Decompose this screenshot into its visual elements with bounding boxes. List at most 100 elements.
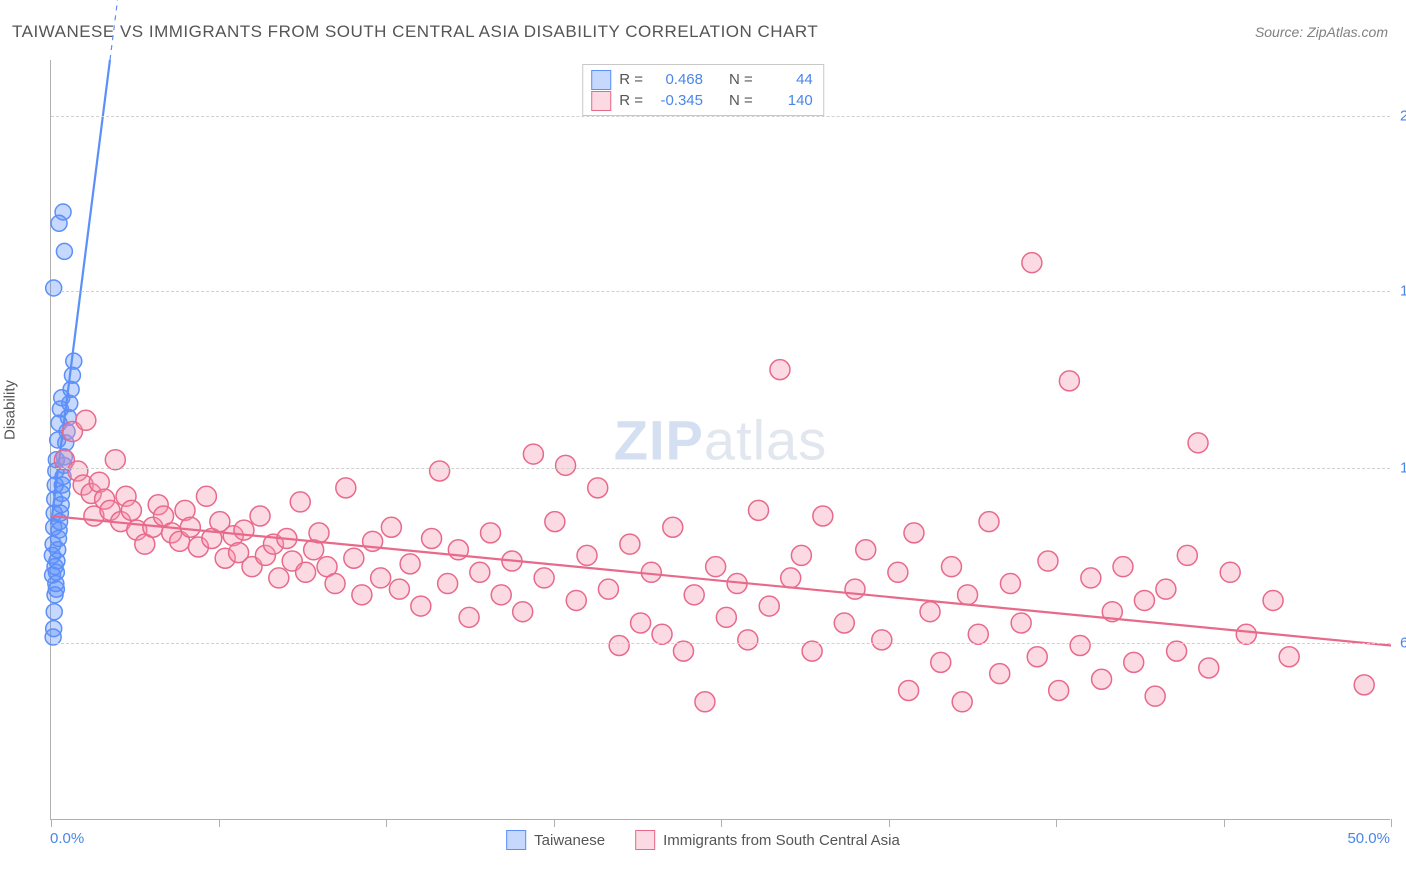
data-point	[577, 545, 597, 565]
data-point	[389, 579, 409, 599]
data-point	[845, 579, 865, 599]
y-tick-label: 25.0%	[1394, 108, 1406, 125]
x-tick	[554, 819, 555, 827]
data-point	[1279, 647, 1299, 667]
data-point	[481, 523, 501, 543]
data-point	[1011, 613, 1031, 633]
data-point	[968, 624, 988, 644]
data-point	[55, 204, 71, 220]
y-tick-label: 6.3%	[1394, 634, 1406, 651]
data-point	[1354, 675, 1374, 695]
data-point	[990, 664, 1010, 684]
data-point	[1027, 647, 1047, 667]
data-point	[1124, 652, 1144, 672]
data-point	[958, 585, 978, 605]
data-point	[952, 692, 972, 712]
x-tick	[721, 819, 722, 827]
data-point	[309, 523, 329, 543]
series-swatch	[635, 830, 655, 850]
bottom-legend: Taiwanese Immigrants from South Central A…	[506, 830, 900, 850]
data-point	[545, 512, 565, 532]
data-point	[663, 517, 683, 537]
data-point	[470, 562, 490, 582]
data-point	[781, 568, 801, 588]
data-point	[716, 607, 736, 627]
data-point	[534, 568, 554, 588]
x-tick	[386, 819, 387, 827]
data-point	[1134, 590, 1154, 610]
data-point	[1145, 686, 1165, 706]
data-point	[556, 455, 576, 475]
data-point	[899, 681, 919, 701]
stat-r-value: -0.345	[651, 90, 703, 111]
data-point	[336, 478, 356, 498]
stat-r-label: R =	[619, 90, 643, 111]
data-point	[609, 635, 629, 655]
series-swatch	[591, 70, 611, 90]
data-point	[459, 607, 479, 627]
data-point	[979, 512, 999, 532]
y-axis-label: Disability	[2, 380, 19, 440]
data-point	[352, 585, 372, 605]
x-axis-min-label: 0.0%	[50, 830, 84, 847]
data-point	[1220, 562, 1240, 582]
data-point	[411, 596, 431, 616]
data-point	[76, 410, 96, 430]
data-point	[344, 548, 364, 568]
data-point	[834, 613, 854, 633]
data-point	[588, 478, 608, 498]
data-point	[430, 461, 450, 481]
legend-label: Immigrants from South Central Asia	[663, 832, 900, 849]
legend-item: Immigrants from South Central Asia	[635, 830, 900, 850]
stat-n-value: 44	[761, 69, 813, 90]
stat-r-value: 0.468	[651, 69, 703, 90]
x-tick	[1224, 819, 1225, 827]
y-tick-label: 12.5%	[1394, 460, 1406, 477]
data-point	[1022, 253, 1042, 273]
data-point	[1236, 624, 1256, 644]
data-point	[46, 604, 62, 620]
data-point	[438, 574, 458, 594]
stats-row: R =-0.345N =140	[591, 90, 813, 111]
data-point	[802, 641, 822, 661]
stat-n-label: N =	[729, 90, 753, 111]
data-point	[66, 353, 82, 369]
legend-label: Taiwanese	[534, 832, 605, 849]
x-tick	[1056, 819, 1057, 827]
stat-r-label: R =	[619, 69, 643, 90]
chart-title: TAIWANESE VS IMMIGRANTS FROM SOUTH CENTR…	[12, 22, 818, 42]
gridline	[51, 468, 1390, 469]
data-point	[1177, 545, 1197, 565]
data-point	[856, 540, 876, 560]
legend-item: Taiwanese	[506, 830, 605, 850]
x-tick	[889, 819, 890, 827]
data-point	[45, 536, 61, 552]
data-point	[1167, 641, 1187, 661]
data-point	[269, 568, 289, 588]
stat-n-label: N =	[729, 69, 753, 90]
data-point	[770, 360, 790, 380]
data-point	[381, 517, 401, 537]
data-point	[1070, 635, 1090, 655]
chart-svg	[51, 60, 1390, 819]
data-point	[523, 444, 543, 464]
data-point	[296, 562, 316, 582]
data-point	[1188, 433, 1208, 453]
data-point	[566, 590, 586, 610]
series-swatch	[591, 91, 611, 111]
data-point	[234, 520, 254, 540]
data-point	[1113, 557, 1133, 577]
x-tick	[1391, 819, 1392, 827]
data-point	[491, 585, 511, 605]
data-point	[620, 534, 640, 554]
data-point	[1038, 551, 1058, 571]
x-tick	[219, 819, 220, 827]
data-point	[1049, 681, 1069, 701]
data-point	[422, 529, 442, 549]
data-point	[1000, 574, 1020, 594]
data-point	[791, 545, 811, 565]
data-point	[872, 630, 892, 650]
data-point	[56, 243, 72, 259]
data-point	[1059, 371, 1079, 391]
data-point	[920, 602, 940, 622]
